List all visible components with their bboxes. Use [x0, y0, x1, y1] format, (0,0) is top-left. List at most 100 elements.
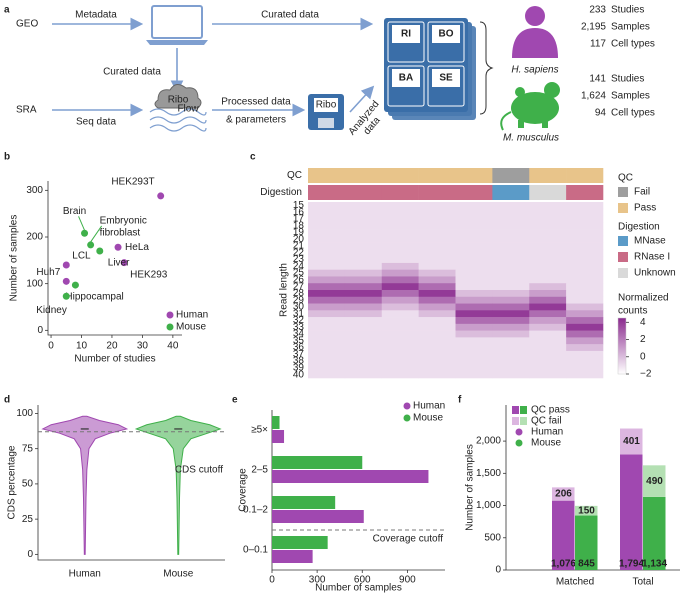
y-tick-label: 30 [293, 302, 305, 313]
y-tick-label: 500 [484, 532, 501, 543]
legend-label: QC pass [531, 405, 570, 416]
legend-swatch [618, 268, 628, 278]
y-tick-label: 17 [293, 214, 305, 225]
stat-number: 94 [595, 108, 607, 119]
value-label: 490 [646, 476, 663, 487]
heat-cell [381, 296, 419, 304]
legend-label: RNase I [634, 252, 670, 263]
file-label: RI [401, 29, 411, 40]
y-tick-label: 100 [26, 278, 43, 289]
legend-swatch [512, 417, 519, 425]
heat-cell [344, 317, 383, 325]
heat-cell [381, 235, 419, 243]
heat-cell [418, 262, 456, 270]
heat-cell [308, 242, 346, 250]
point [157, 192, 165, 200]
heat-cell [418, 296, 456, 304]
legend-swatch [618, 252, 628, 262]
leader-line [78, 216, 86, 231]
heat-cell [529, 249, 567, 257]
heat-cell [308, 303, 346, 311]
bar-pass [552, 500, 575, 570]
legend-marker [403, 414, 411, 422]
colorbar-tick-label: 4 [640, 317, 646, 328]
heat-cell [492, 202, 530, 210]
ribo-floppy [308, 94, 344, 130]
point-label: Huh7 [36, 267, 60, 278]
x-tick-label: Human [69, 569, 101, 580]
strip-cell [344, 185, 383, 200]
heat-cell [418, 330, 456, 338]
legend-label: QC fail [531, 416, 562, 427]
x-tick-label: 900 [399, 575, 416, 586]
heat-cell [308, 364, 346, 372]
heat-cell [492, 323, 530, 331]
heat-cell [308, 249, 346, 257]
heat-cell [566, 364, 604, 372]
value-label: 1,794 [619, 559, 644, 570]
heat-cell [566, 290, 604, 298]
heat-cell [344, 323, 383, 331]
heat-cell [344, 296, 383, 304]
y-tick-label: 37 [293, 349, 305, 360]
y-tick-label: 19 [293, 227, 305, 238]
y-tick-label: 200 [26, 232, 43, 243]
panel-label: d [4, 395, 10, 406]
icon-label: Flow [177, 104, 199, 115]
strip-cell [308, 168, 346, 183]
legend-label: MNase [634, 236, 666, 247]
strip-cell [492, 168, 530, 183]
y-tick-label: 18 [293, 220, 305, 231]
heat-cell [344, 256, 383, 264]
heat-cell [455, 317, 493, 325]
legend-marker [515, 428, 523, 436]
heat-cell [566, 256, 604, 264]
point [71, 281, 79, 289]
source-label: GEO [16, 19, 38, 30]
heat-cell [418, 357, 456, 365]
y-tick-label: 35 [293, 335, 305, 346]
value-label: 401 [623, 436, 640, 447]
heat-cell [418, 202, 456, 210]
heat-cell [492, 303, 530, 311]
heat-cell [529, 330, 567, 338]
heat-cell [566, 242, 604, 250]
heat-cell [529, 357, 567, 365]
heat-cell [455, 323, 493, 331]
y-tick-label: 31 [293, 308, 305, 319]
heat-cell [529, 283, 567, 291]
strip-cell [381, 185, 419, 200]
point [114, 243, 122, 251]
y-tick-label: 29 [293, 295, 305, 306]
colorbar-tick-label: −2 [640, 369, 652, 380]
heat-cell [455, 242, 493, 250]
stat-label: Cell types [611, 108, 655, 119]
bar [272, 416, 280, 429]
heat-cell [308, 330, 346, 338]
strip-cell [381, 168, 419, 183]
heat-cell [381, 256, 419, 264]
heat-cell [308, 344, 346, 352]
y-tick-label: 15 [293, 200, 305, 211]
heat-cell [418, 276, 456, 284]
heat-cell [344, 344, 383, 352]
riboflow-icon [149, 84, 207, 132]
x-tick-label: 0 [48, 341, 54, 352]
heat-cell [344, 337, 383, 345]
heat-cell [492, 317, 530, 325]
heat-cell [308, 310, 346, 318]
legend-label: Human [531, 427, 563, 438]
point [96, 247, 104, 255]
bar [272, 470, 429, 483]
heat-cell [381, 330, 419, 338]
stat-label: Studies [611, 74, 644, 85]
heat-cell [529, 222, 567, 230]
heat-cell [381, 344, 419, 352]
heat-cell [344, 310, 383, 318]
stat-number: 141 [589, 74, 606, 85]
y-tick-label: 0.1–2 [243, 505, 268, 516]
y-tick-label: 36 [293, 342, 305, 353]
heat-cell [492, 357, 530, 365]
legend-label: Mouse [531, 438, 561, 449]
heat-cell [308, 256, 346, 264]
